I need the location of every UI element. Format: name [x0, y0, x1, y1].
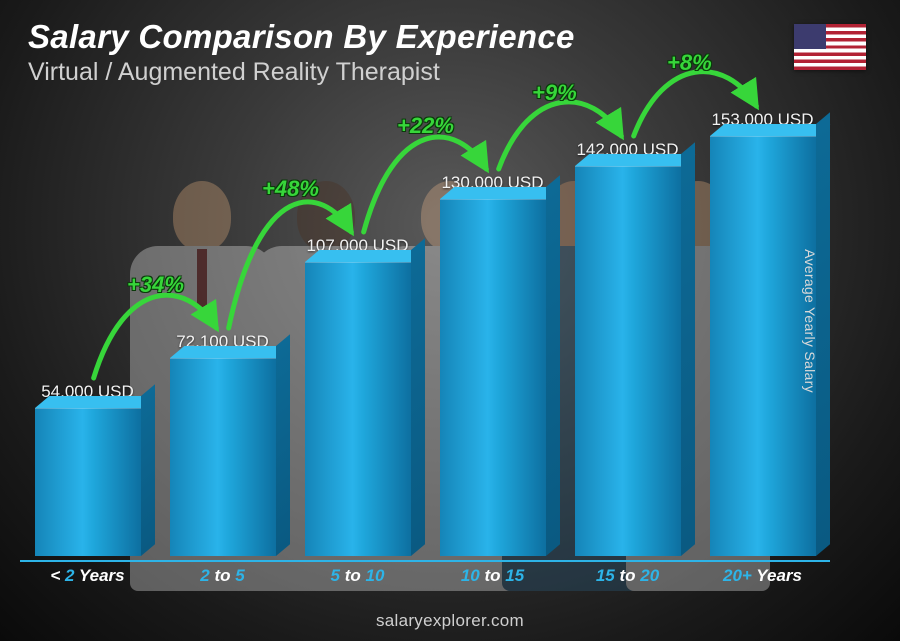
bar: 130,000 USD [431, 173, 554, 556]
increase-label: +34% [127, 272, 184, 298]
footer-attribution: salaryexplorer.com [0, 611, 900, 631]
x-axis: < 2 Years2 to 55 to 1010 to 1515 to 2020… [20, 560, 830, 586]
increase-label: +22% [397, 113, 454, 139]
page-subtitle: Virtual / Augmented Reality Therapist [28, 58, 872, 87]
bar: 72,100 USD [161, 332, 284, 556]
increase-label: +8% [667, 50, 712, 76]
bar: 107,000 USD [296, 236, 419, 556]
bar: 142,000 USD [566, 140, 689, 556]
x-axis-label: 10 to 15 [425, 562, 560, 586]
x-axis-label: 15 to 20 [560, 562, 695, 586]
x-axis-label: 20+ Years [695, 562, 830, 586]
increase-label: +9% [532, 80, 577, 106]
bar: 54,000 USD [26, 382, 149, 556]
x-axis-label: < 2 Years [20, 562, 155, 586]
page-title: Salary Comparison By Experience [28, 18, 872, 56]
header: Salary Comparison By Experience Virtual … [28, 18, 872, 87]
x-axis-label: 5 to 10 [290, 562, 425, 586]
usa-flag-icon [794, 24, 866, 70]
y-axis-label: Average Yearly Salary [802, 249, 818, 393]
salary-bar-chart: 54,000 USD72,100 USD107,000 USD130,000 U… [20, 100, 830, 586]
increase-label: +48% [262, 176, 319, 202]
x-axis-label: 2 to 5 [155, 562, 290, 586]
